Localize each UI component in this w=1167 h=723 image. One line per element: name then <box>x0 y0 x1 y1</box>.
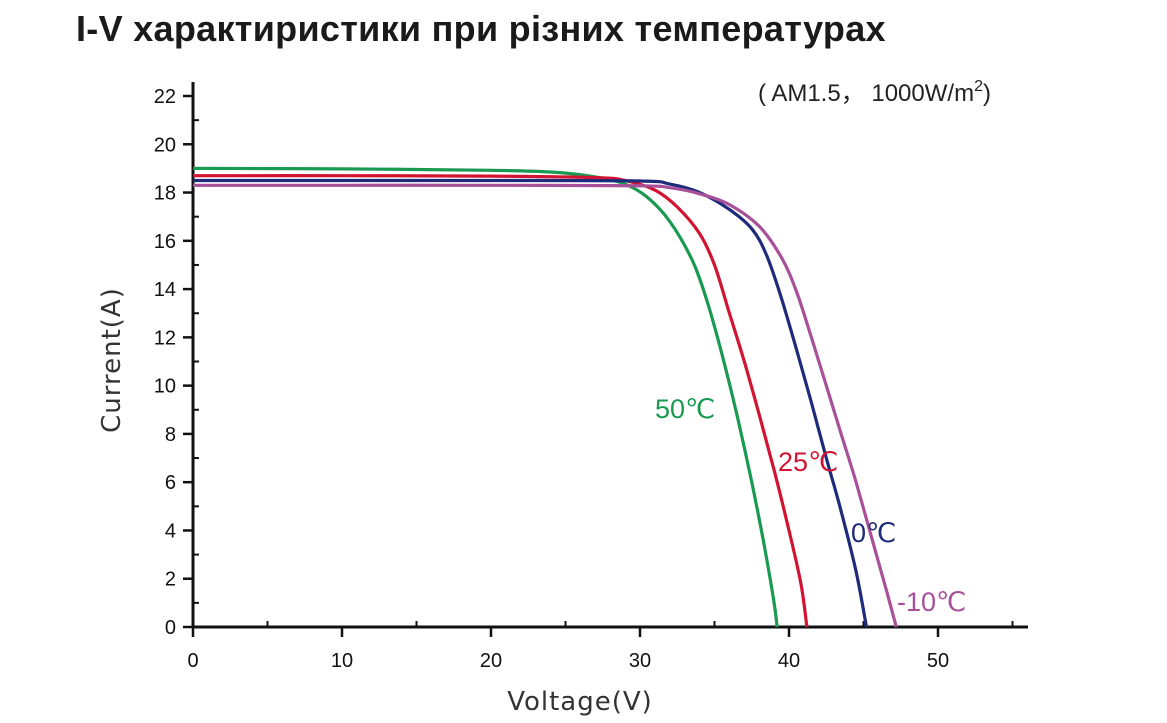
x-axis-label: Voltage(V) <box>507 687 653 717</box>
chart-title: I-V характиристики при різних температур… <box>76 8 886 50</box>
x-tick-label: 0 <box>187 650 198 672</box>
y-tick-label: 0 <box>165 617 176 639</box>
chart-ticks: 0 2 4 6 8 10 12 14 16 18 20 22 0 10 20 30 40 50 <box>154 86 1014 672</box>
chart-title-prefix: I-V <box>76 8 123 49</box>
x-tick-label: 10 <box>331 650 353 672</box>
series-line-2 <box>193 178 869 628</box>
y-tick-label: 2 <box>165 569 176 591</box>
test-condition-close: ) <box>983 80 991 107</box>
x-tick-label: 40 <box>778 650 800 672</box>
x-tick-label: 20 <box>480 650 502 672</box>
test-condition-main: ( AM1.5， 1000W/m <box>758 80 974 107</box>
series-line-0 <box>192 166 779 628</box>
y-tick-label: 6 <box>165 472 176 494</box>
series-label-3: -10℃ <box>897 587 966 617</box>
y-tick-label: 4 <box>165 520 176 542</box>
y-tick-label: 8 <box>165 424 176 446</box>
chart-series <box>192 166 898 628</box>
chart-title-text: характиристики при різних температурах <box>133 8 886 49</box>
series-label-1: 25℃ <box>778 447 838 477</box>
y-tick-label: 18 <box>154 183 176 205</box>
chart-series-labels: 50℃ 25℃ 0℃ -10℃ <box>655 394 966 617</box>
y-tick-label: 14 <box>154 279 176 301</box>
y-tick-label: 10 <box>154 376 176 398</box>
y-tick-label: 20 <box>154 134 176 156</box>
series-line-3 <box>193 183 898 628</box>
y-axis-label: Current(A) <box>97 287 127 433</box>
series-label-0: 50℃ <box>655 394 715 424</box>
y-tick-label: 12 <box>154 327 176 349</box>
x-tick-label: 50 <box>927 650 949 672</box>
x-tick-label: 30 <box>629 650 651 672</box>
chart-axes <box>191 82 1028 629</box>
series-line-1 <box>192 174 809 628</box>
y-tick-label: 16 <box>154 231 176 253</box>
series-label-2: 0℃ <box>851 518 896 548</box>
test-condition-superscript: 2 <box>974 78 983 95</box>
test-condition-label: ( AM1.5， 1000W/m2) <box>758 78 991 107</box>
y-tick-label: 22 <box>154 86 176 108</box>
